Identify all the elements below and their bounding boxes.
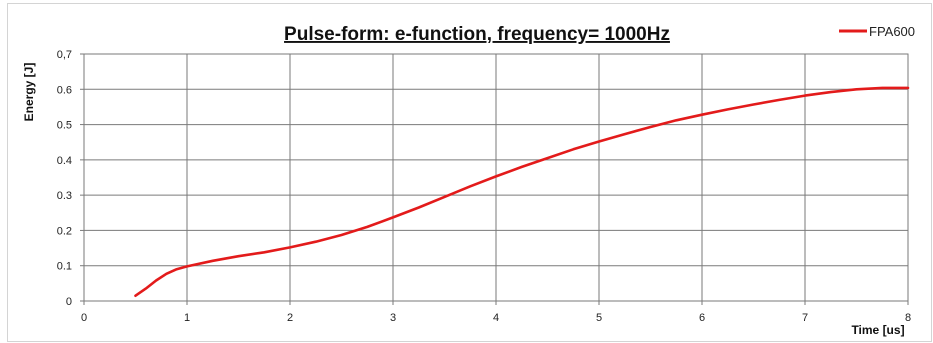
- x-tick-label-6: 6: [699, 312, 705, 324]
- y-tick-label-6: 0.6: [57, 84, 72, 96]
- y-axis-label: Energy [J]: [22, 63, 36, 122]
- x-tick-label-3: 3: [390, 312, 396, 324]
- x-tick-label-7: 7: [802, 312, 808, 324]
- legend-label-fpa600: FPA600: [869, 24, 915, 39]
- x-tick-label-4: 4: [493, 312, 499, 324]
- y-tick-label-0: 0: [66, 296, 72, 308]
- y-tick-label-1: 0.1: [57, 261, 72, 273]
- grid-lines: [80, 53, 909, 305]
- y-tick-label-2: 0.2: [57, 225, 72, 237]
- series-line-0: [134, 86, 910, 298]
- y-tick-label-7: 0,7: [57, 49, 72, 61]
- x-axis-label: Time [us]: [851, 323, 904, 337]
- x-tick-label-8: 8: [905, 312, 911, 324]
- x-tick-label-1: 1: [184, 312, 190, 324]
- x-tick-labels: 0 1 2 3 4 5 6 7 8: [81, 312, 911, 324]
- chart-frame: [7, 3, 932, 342]
- x-tick-label-2: 2: [287, 312, 293, 324]
- x-tick-label-5: 5: [596, 312, 602, 324]
- y-tick-labels: 0 0.1 0.2 0.3 0.4 0.5 0.6 0,7: [57, 49, 72, 308]
- y-tick-label-4: 0.4: [57, 155, 72, 167]
- chart-title: Pulse-form: e-function, frequency= 1000H…: [284, 24, 670, 45]
- y-tick-label-5: 0.5: [57, 120, 72, 132]
- y-tick-label-3: 0.3: [57, 190, 72, 202]
- x-tick-label-0: 0: [81, 312, 87, 324]
- legend: FPA600: [839, 24, 915, 39]
- series-layer: [134, 86, 910, 298]
